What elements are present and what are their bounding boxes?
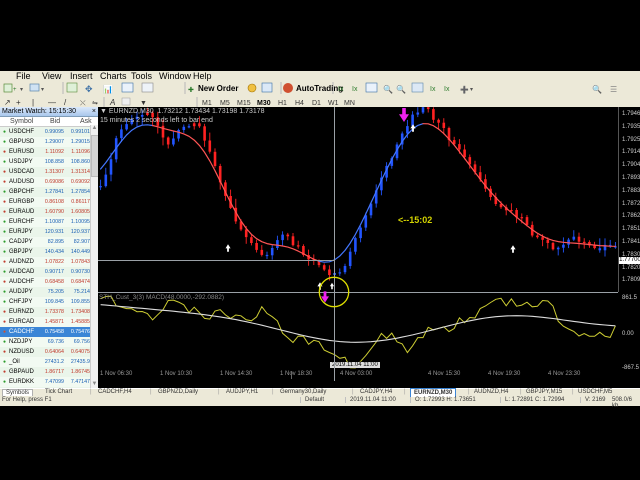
svg-text:▾: ▾: [41, 87, 44, 93]
svg-text:M1: M1: [202, 100, 212, 107]
svg-text:Ix: Ix: [338, 86, 344, 93]
svg-text:+: +: [13, 87, 17, 93]
svg-text:➕: ➕: [460, 85, 469, 94]
svg-text:⤬: ⤬: [80, 100, 86, 107]
svg-text:🔍: 🔍: [396, 84, 406, 94]
svg-text:Ix: Ix: [444, 86, 450, 93]
svg-text:🔍: 🔍: [383, 84, 393, 94]
svg-text:+: +: [16, 98, 21, 107]
svg-text:W1: W1: [328, 100, 339, 107]
svg-text:New Order: New Order: [198, 84, 238, 93]
svg-text:MN: MN: [344, 100, 355, 107]
svg-text:|: |: [32, 98, 34, 107]
svg-text:↗: ↗: [4, 98, 11, 107]
svg-text:📊: 📊: [103, 84, 113, 94]
svg-text:⇋: ⇋: [92, 100, 98, 107]
svg-text:✚: ✚: [188, 86, 194, 94]
svg-text:/: /: [64, 98, 67, 107]
svg-text:▾: ▾: [20, 87, 23, 93]
svg-text:M15: M15: [237, 100, 251, 107]
svg-text:M30: M30: [257, 100, 271, 107]
svg-text:A: A: [109, 98, 115, 107]
svg-text:H1: H1: [278, 100, 287, 107]
svg-text:▾: ▾: [470, 87, 473, 93]
svg-text:☰: ☰: [610, 85, 617, 94]
svg-text:—: —: [48, 98, 56, 107]
svg-text:▼: ▼: [140, 100, 147, 107]
svg-text:🔍: 🔍: [592, 84, 602, 94]
svg-text:Ix: Ix: [352, 86, 358, 93]
svg-text:Ix: Ix: [430, 86, 436, 93]
svg-text:D1: D1: [312, 100, 321, 107]
svg-text:✥: ✥: [85, 84, 93, 94]
svg-text:M5: M5: [220, 100, 230, 107]
svg-text:H4: H4: [295, 100, 304, 107]
svg-text:AutoTrading: AutoTrading: [296, 84, 343, 93]
